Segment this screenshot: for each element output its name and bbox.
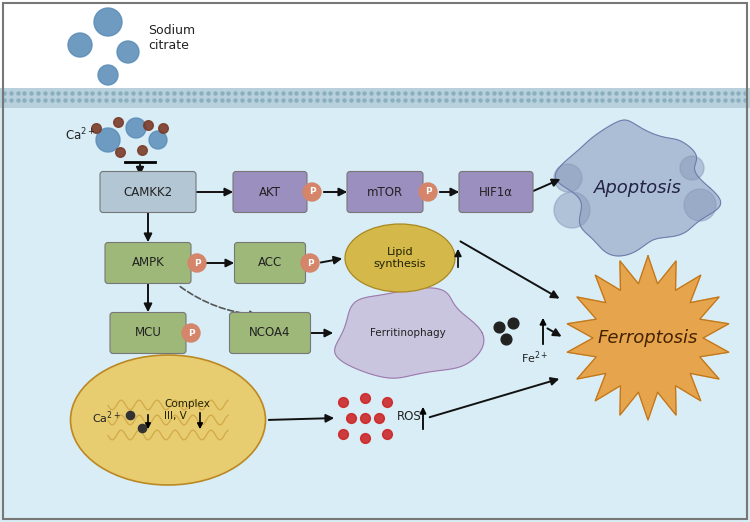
FancyBboxPatch shape	[347, 172, 423, 212]
Point	[381, 398, 393, 406]
FancyBboxPatch shape	[105, 243, 191, 283]
Polygon shape	[555, 120, 721, 256]
Text: Fe$^{2+}$: Fe$^{2+}$	[521, 349, 548, 365]
Circle shape	[98, 65, 118, 85]
Point	[500, 335, 512, 343]
Text: Sodium
citrate: Sodium citrate	[148, 24, 195, 52]
FancyBboxPatch shape	[100, 172, 196, 212]
Text: P: P	[307, 258, 314, 267]
Point	[112, 118, 124, 126]
FancyBboxPatch shape	[459, 172, 533, 212]
Circle shape	[149, 131, 167, 149]
Text: P: P	[309, 187, 315, 196]
Point	[337, 398, 349, 406]
Circle shape	[554, 164, 582, 192]
Bar	[0, 88, 750, 108]
Point	[359, 414, 371, 422]
Circle shape	[303, 183, 321, 201]
Text: Apoptosis: Apoptosis	[594, 179, 682, 197]
Circle shape	[301, 254, 319, 272]
Circle shape	[96, 128, 120, 152]
Point	[136, 146, 148, 154]
Point	[381, 430, 393, 438]
Text: Ca$^{2+}$: Ca$^{2+}$	[65, 127, 95, 144]
Point	[157, 124, 169, 132]
Point	[142, 121, 154, 129]
Polygon shape	[334, 288, 484, 378]
Text: Complex
III, V: Complex III, V	[164, 399, 210, 421]
Text: Lipid
synthesis: Lipid synthesis	[374, 247, 426, 269]
Text: NCOA4: NCOA4	[249, 326, 291, 339]
Text: Ferritinophagy: Ferritinophagy	[370, 328, 446, 338]
Circle shape	[188, 254, 206, 272]
Circle shape	[94, 8, 122, 36]
Circle shape	[68, 33, 92, 57]
Polygon shape	[567, 256, 729, 420]
Circle shape	[117, 41, 139, 63]
Point	[373, 414, 385, 422]
Text: P: P	[188, 328, 194, 338]
Point	[90, 124, 102, 132]
Point	[124, 411, 136, 419]
Point	[114, 148, 126, 156]
Point	[136, 424, 148, 432]
FancyBboxPatch shape	[110, 313, 186, 353]
Point	[359, 394, 371, 402]
Circle shape	[182, 324, 200, 342]
Point	[337, 430, 349, 438]
Point	[359, 434, 371, 442]
Circle shape	[684, 189, 716, 221]
Text: P: P	[194, 258, 200, 267]
Text: CAMKK2: CAMKK2	[124, 185, 172, 198]
Text: HIF1α: HIF1α	[479, 185, 513, 198]
Point	[493, 323, 505, 331]
Text: Ca$^{2+}$: Ca$^{2+}$	[92, 410, 121, 426]
FancyBboxPatch shape	[235, 243, 305, 283]
Text: Ferroptosis: Ferroptosis	[598, 329, 698, 347]
Text: ACC: ACC	[258, 256, 282, 269]
Text: AMPK: AMPK	[132, 256, 164, 269]
Circle shape	[680, 156, 704, 180]
FancyBboxPatch shape	[233, 172, 307, 212]
Text: mTOR: mTOR	[367, 185, 403, 198]
FancyBboxPatch shape	[230, 313, 310, 353]
Ellipse shape	[70, 355, 266, 485]
Bar	[0, 108, 750, 522]
Bar	[0, 0, 750, 88]
Text: P: P	[424, 187, 431, 196]
Text: MCU: MCU	[134, 326, 161, 339]
Point	[507, 319, 519, 327]
Text: ROS: ROS	[397, 409, 422, 422]
Ellipse shape	[345, 224, 455, 292]
Text: AKT: AKT	[259, 185, 281, 198]
Circle shape	[554, 192, 590, 228]
Circle shape	[126, 118, 146, 138]
Point	[345, 414, 357, 422]
Circle shape	[419, 183, 437, 201]
